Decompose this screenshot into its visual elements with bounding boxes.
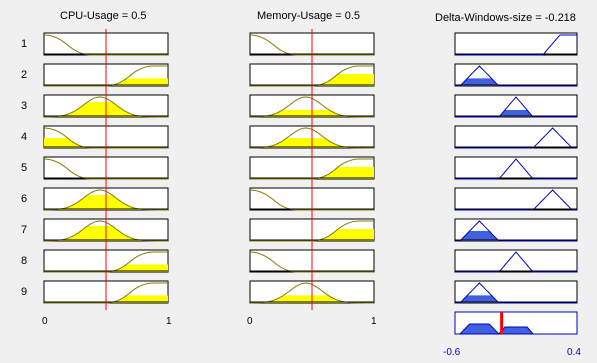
rule-6-output-box (454, 187, 578, 211)
input2-axis-min: 0 (247, 316, 253, 327)
rule-number-8: 8 (21, 255, 28, 267)
rule-9-output-fired-area (455, 295, 577, 303)
rule-8-output-box (454, 249, 578, 273)
input1-axis-min: 0 (42, 316, 48, 327)
rule-3-output-mf-curve (455, 96, 577, 118)
output-axis-max: 0.4 (567, 347, 581, 358)
rule-number-5: 5 (21, 162, 28, 174)
rule-number-4: 4 (21, 131, 28, 143)
rule-2-output-mf-curve (455, 65, 577, 87)
output-axis-min: -0.6 (443, 347, 461, 358)
output-header: Delta-Windows-size = -0.218 (435, 12, 576, 24)
rule-7-output-mf-curve (455, 220, 577, 242)
rule-7-input2-fired-area (250, 229, 374, 241)
input1-axis-max: 1 (166, 316, 172, 327)
rule-8-input1-fired-area (44, 264, 168, 272)
rule-number-9: 9 (21, 286, 28, 298)
rule-5-input2-fired-area (250, 167, 374, 179)
rule-number-3: 3 (21, 100, 28, 112)
rule-number-1: 1 (21, 38, 28, 50)
rule-2-input1-fired-area (44, 78, 168, 86)
rule-4-input1-fired-area (44, 138, 168, 148)
rule-number-6: 6 (21, 193, 28, 205)
rule-2-input2-fired-area (250, 74, 374, 86)
rule-4-output-mf-curve (455, 127, 577, 149)
rule-5-output-box (454, 156, 578, 180)
rule-8-output-mf-curve (455, 251, 577, 273)
rule-6-output-mf-curve (455, 189, 577, 211)
aggregate-output-area (455, 323, 577, 335)
input2-axis-max: 1 (371, 316, 377, 327)
defuzzified-value-marker (500, 312, 504, 334)
rule-4-output-box (454, 125, 578, 149)
rule-7-output-fired-area (455, 231, 577, 241)
rule-2-output-fired-area (455, 78, 577, 86)
rule-5-output-mf-curve (455, 158, 577, 180)
input2-header: Memory-Usage = 0.5 (257, 10, 361, 22)
rule-3-output-fired-area (455, 110, 577, 117)
rule-number-2: 2 (21, 69, 28, 81)
rule-1-output-mf-curve (455, 34, 577, 56)
rule-number-7: 7 (21, 224, 28, 236)
rule-9-output-mf-curve (455, 282, 577, 304)
input1-header: CPU-Usage = 0.5 (60, 10, 147, 22)
rule-9-input1-fired-area (44, 295, 168, 303)
